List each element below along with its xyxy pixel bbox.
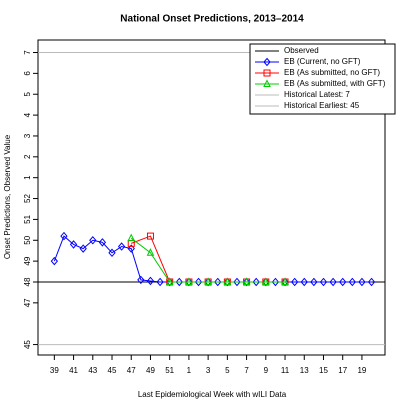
marker — [319, 277, 328, 287]
y-axis-label: Onset Predictions, Observed Value — [3, 134, 12, 259]
legend-label: Observed — [284, 46, 319, 55]
marker — [79, 244, 87, 253]
marker — [290, 277, 299, 287]
marker — [98, 238, 107, 247]
legend-label: EB (As submitted, with GFT) — [284, 79, 386, 88]
marker — [185, 277, 193, 285]
marker — [242, 277, 251, 285]
marker — [175, 277, 183, 287]
x-tick-label: 39 — [50, 366, 59, 375]
marker — [165, 277, 174, 285]
marker — [204, 277, 212, 285]
plot-frame — [37, 39, 386, 356]
marker — [146, 276, 155, 286]
legend-label: Historical Earliest: 45 — [284, 101, 360, 110]
marker — [127, 244, 135, 253]
x-tick-label: 1 — [187, 366, 192, 375]
marker — [358, 277, 366, 287]
x-tick-label: 15 — [319, 366, 328, 375]
x-tick-label: 17 — [338, 366, 347, 375]
legend-box — [249, 43, 396, 115]
marker — [223, 277, 232, 285]
marker — [252, 277, 260, 287]
x-tick-label: 11 — [281, 366, 290, 375]
marker — [348, 277, 356, 287]
y-tick-label: 48 — [23, 277, 32, 286]
x-tick-label: 9 — [264, 366, 269, 375]
marker — [156, 277, 164, 287]
x-tick-label: 51 — [165, 366, 174, 375]
y-tick-label: 51 — [23, 214, 32, 223]
y-tick-label: 5 — [23, 91, 32, 96]
y-tick-label: 49 — [23, 256, 32, 265]
series-line — [53, 235, 372, 283]
legend-label: EB (As submitted, no GFT) — [284, 68, 380, 77]
y-tick-label: 4 — [23, 112, 32, 117]
y-tick-label: 50 — [23, 235, 32, 244]
legend-label: EB (Current, no GFT) — [284, 57, 361, 66]
y-tick-label: 7 — [23, 50, 32, 55]
x-tick-label: 7 — [244, 366, 249, 375]
y-tick-label: 52 — [23, 194, 32, 203]
legend-marker — [263, 57, 271, 67]
x-tick-label: 45 — [108, 366, 117, 375]
marker — [271, 277, 280, 287]
chart-title: National Onset Predictions, 2013–2014 — [120, 14, 304, 25]
legend-marker — [263, 69, 271, 77]
y-tick-label: 6 — [23, 71, 32, 76]
marker — [89, 235, 97, 245]
marker — [214, 277, 222, 287]
x-tick-label: 43 — [88, 366, 97, 375]
marker — [339, 277, 347, 287]
x-tick-label: 13 — [300, 366, 309, 375]
y-tick-label: 2 — [23, 154, 32, 159]
series-line — [130, 237, 286, 283]
x-tick-label: 19 — [357, 366, 366, 375]
marker — [281, 277, 289, 285]
x-tick-label: 47 — [127, 366, 136, 375]
marker — [60, 231, 68, 241]
marker — [50, 256, 58, 266]
x-tick-label: 49 — [146, 366, 155, 375]
marker — [108, 248, 116, 258]
marker — [117, 242, 126, 251]
marker — [194, 277, 203, 287]
x-tick-label: 5 — [225, 366, 230, 375]
y-tick-label: 47 — [23, 298, 32, 307]
legend-label: Historical Latest: 7 — [284, 90, 350, 99]
marker — [137, 275, 145, 285]
legend-marker — [263, 79, 271, 87]
y-tick-label: 45 — [23, 340, 32, 349]
marker — [310, 277, 318, 287]
marker — [69, 240, 78, 249]
marker — [127, 233, 136, 242]
marker — [146, 232, 154, 240]
x-tick-label: 3 — [206, 366, 211, 375]
marker — [146, 248, 155, 256]
marker — [233, 277, 241, 287]
marker — [329, 277, 337, 287]
marker — [367, 277, 376, 287]
x-tick-label: 41 — [69, 366, 78, 375]
marker — [300, 277, 308, 287]
y-tick-label: 1 — [23, 175, 32, 180]
y-tick-label: 3 — [23, 133, 32, 138]
x-axis-label: Last Epidemiological Week with wILI Data — [138, 390, 287, 399]
marker — [261, 277, 270, 285]
